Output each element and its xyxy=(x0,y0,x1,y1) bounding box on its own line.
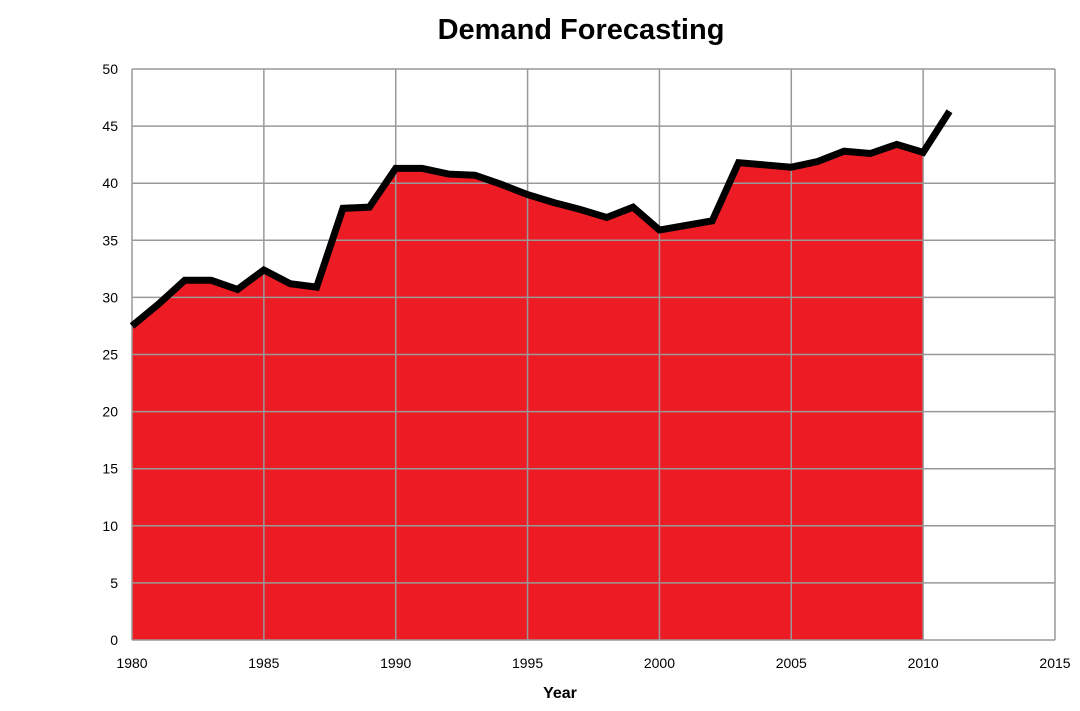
y-tick-label: 0 xyxy=(110,632,118,648)
x-tick-label: 2015 xyxy=(1039,655,1070,671)
x-tick-label: 1990 xyxy=(380,655,411,671)
y-tick-label: 15 xyxy=(102,461,118,477)
y-tick-label: 50 xyxy=(102,61,118,77)
series-line xyxy=(129,109,953,329)
y-tick-label: 30 xyxy=(102,289,118,305)
x-tick-label: 1980 xyxy=(116,655,147,671)
chart-title: Demand Forecasting xyxy=(437,14,725,46)
x-tick-label: 2005 xyxy=(776,655,807,671)
y-tick-label: 10 xyxy=(102,518,118,534)
y-tick-label: 25 xyxy=(102,347,118,363)
y-tick-label: 20 xyxy=(102,404,118,420)
y-tick-label: 35 xyxy=(102,232,118,248)
x-tick-label: 2010 xyxy=(908,655,939,671)
x-tick-label: 1995 xyxy=(512,655,543,671)
x-tick-label: 2000 xyxy=(644,655,675,671)
x-axis-label: Year xyxy=(543,685,577,702)
y-tick-label: 40 xyxy=(102,175,118,191)
x-tick-label: 1985 xyxy=(248,655,279,671)
y-tick-label: 45 xyxy=(102,118,118,134)
y-tick-label: 5 xyxy=(110,575,118,591)
